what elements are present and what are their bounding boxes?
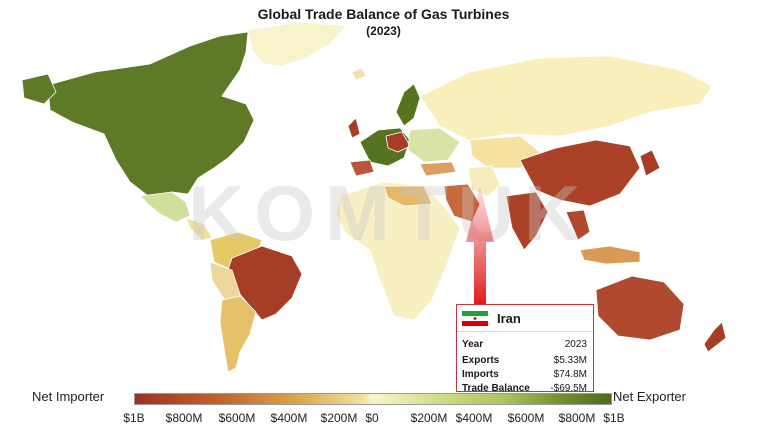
region-central-europe[interactable]: [385, 131, 411, 153]
iran-flag-icon: [462, 311, 488, 326]
region-china[interactable]: [519, 139, 641, 207]
legend-tick: $200M: [410, 411, 448, 425]
legend-tick: $0: [365, 411, 379, 425]
country-tooltip: Iran Year 2023 Exports $5.33M Imports $7…: [456, 304, 594, 394]
region-iberia[interactable]: [349, 159, 375, 177]
tooltip-row-imports: Imports $74.8M: [457, 368, 593, 382]
legend-tick: $800M: [558, 411, 596, 425]
tooltip-value: 2023: [564, 339, 587, 350]
legend-tick: $800M: [165, 411, 203, 425]
legend-tick: $400M: [455, 411, 493, 425]
legend-tick: $1B: [123, 411, 145, 425]
legend-ticks: $1B $800M $600M $400M $200M $0 $200M $40…: [116, 411, 636, 427]
legend-tick: $1B: [603, 411, 625, 425]
tooltip-label: Trade Balance: [462, 383, 530, 394]
region-north-america[interactable]: [47, 31, 255, 197]
region-india[interactable]: [505, 191, 549, 251]
region-scandinavia[interactable]: [395, 83, 421, 127]
region-greenland[interactable]: [247, 21, 347, 67]
tooltip-row-year: Year 2023: [457, 338, 593, 352]
region-australia[interactable]: [595, 275, 685, 341]
region-new-zealand[interactable]: [703, 321, 727, 353]
tooltip-row-exports: Exports $5.33M: [457, 354, 593, 368]
chart-subtitle: (2023): [366, 24, 401, 38]
legend-gradient-bar: [134, 393, 612, 405]
region-eastern-europe[interactable]: [407, 127, 461, 163]
region-indonesia[interactable]: [579, 245, 641, 265]
region-turkey[interactable]: [419, 161, 457, 177]
region-japan[interactable]: [639, 149, 661, 177]
region-mexico[interactable]: [139, 191, 191, 223]
region-north-africa[interactable]: [383, 185, 433, 207]
legend-exporter-label: Net Exporter: [613, 389, 686, 404]
region-africa[interactable]: [335, 181, 461, 321]
region-alaska[interactable]: [21, 73, 57, 105]
tooltip-label: Year: [462, 339, 484, 350]
region-iceland[interactable]: [351, 67, 367, 81]
region-argentina[interactable]: [219, 295, 257, 373]
legend-tick: $400M: [270, 411, 308, 425]
tooltip-value: $74.8M: [553, 369, 587, 380]
legend-importer-label: Net Importer: [32, 389, 105, 404]
tooltip-value: -$69.5M: [550, 383, 587, 394]
region-southeast-asia[interactable]: [565, 209, 591, 241]
legend-tick: $600M: [218, 411, 256, 425]
tooltip-label: Imports: [462, 369, 499, 380]
tooltip-row-trade-balance: Trade Balance -$69.5M: [457, 382, 593, 396]
tooltip-header: Iran: [457, 305, 593, 332]
region-russia[interactable]: [419, 55, 713, 141]
tooltip-value: $5.33M: [553, 355, 587, 366]
chart-title: Global Trade Balance of Gas Turbines: [257, 6, 510, 22]
tooltip-label: Exports: [462, 355, 500, 366]
tooltip-country: Iran: [497, 311, 521, 326]
region-uk[interactable]: [347, 117, 361, 139]
legend-tick: $200M: [320, 411, 358, 425]
region-central-america[interactable]: [185, 217, 213, 241]
legend-tick: $600M: [507, 411, 545, 425]
